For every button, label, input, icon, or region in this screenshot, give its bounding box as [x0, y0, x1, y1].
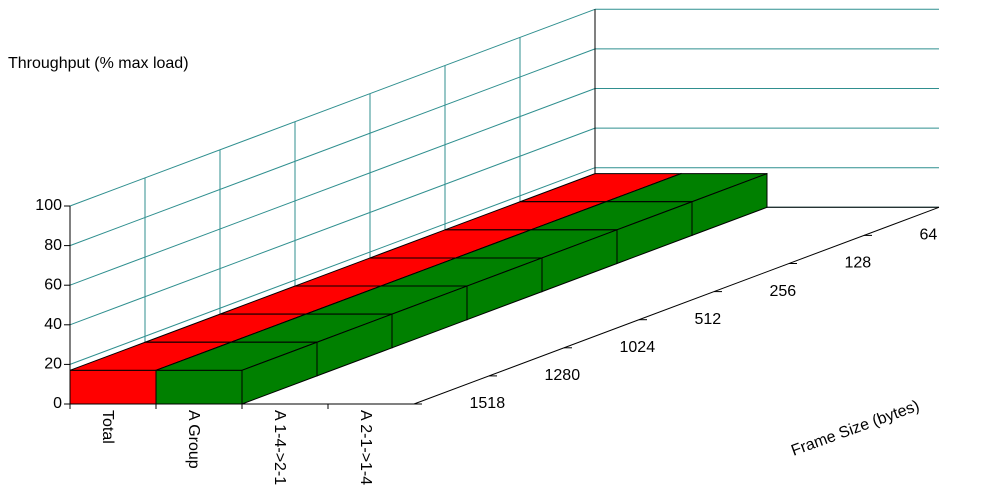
chart-title: Throughput (% max load): [8, 55, 189, 72]
z-tick-label: 256: [770, 283, 797, 300]
grid-line: [69, 8, 596, 207]
z-tick-label: 64: [920, 227, 938, 244]
grid-line: [69, 48, 596, 247]
bar-front: [155, 369, 243, 405]
left-wall: [70, 9, 595, 405]
grid-line: [69, 127, 596, 326]
z-tick-label: 1024: [620, 339, 656, 356]
z-tick-label: 128: [845, 255, 872, 272]
bar: [155, 341, 318, 405]
x-tick-label: Total: [99, 410, 116, 444]
z-tick-label: 512: [695, 311, 722, 328]
z-axis-label: Frame Size (bytes): [789, 398, 922, 460]
y-tick-label: 100: [35, 197, 62, 214]
y-tick-label: 20: [44, 356, 62, 373]
grid-line: [69, 167, 596, 365]
floor-right: [413, 206, 940, 405]
z-tick-label: 1280: [545, 367, 581, 384]
y-tick-label: 80: [44, 237, 62, 254]
x-tick-label: A 1-4->2-1: [271, 410, 288, 485]
grid-line: [69, 88, 596, 286]
y-tick-label: 60: [44, 276, 62, 293]
x-tick-label: A Group: [185, 410, 202, 469]
x-tick-label: A 2-1->1-4: [357, 410, 374, 485]
y-tick-label: 40: [44, 316, 62, 333]
y-tick-label: 0: [53, 395, 62, 412]
bar-front: [69, 369, 157, 405]
z-tick-label: 1518: [470, 395, 506, 412]
